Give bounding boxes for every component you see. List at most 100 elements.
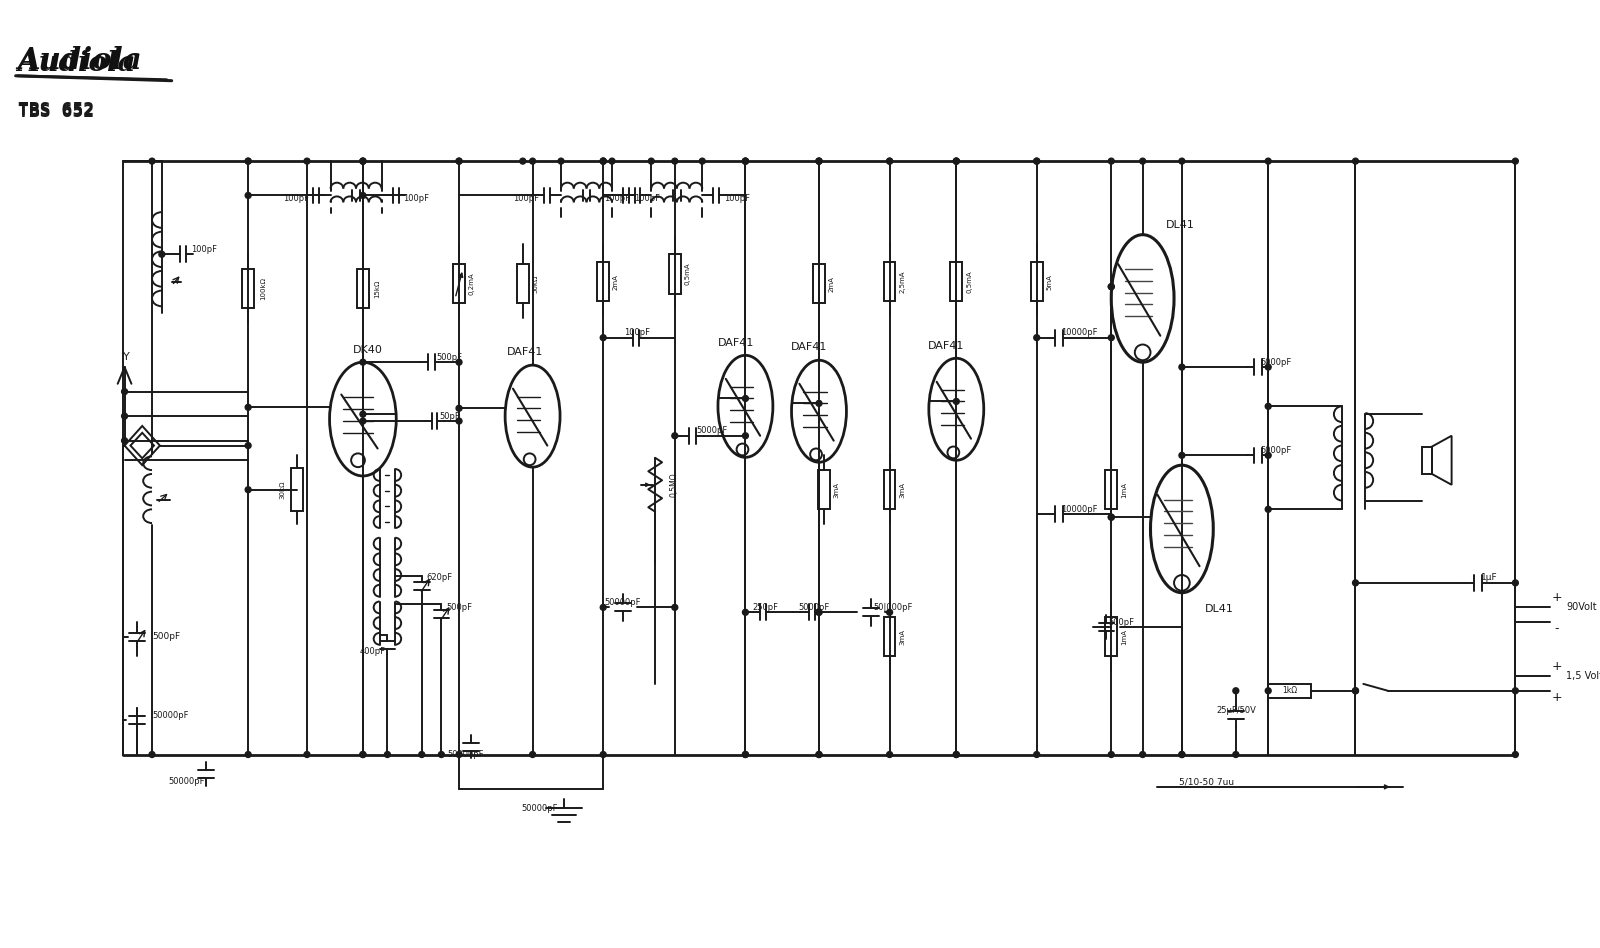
Text: 5mA: 5mA — [1046, 274, 1053, 290]
Circle shape — [1512, 580, 1518, 586]
Text: 100pF: 100pF — [624, 328, 651, 337]
Circle shape — [245, 158, 251, 164]
Text: 0,2mA: 0,2mA — [469, 272, 475, 295]
Text: DL41: DL41 — [1165, 220, 1194, 229]
Text: 10000pF: 10000pF — [1061, 504, 1098, 514]
Text: 250pF: 250pF — [752, 603, 778, 611]
Text: 500pF: 500pF — [1109, 617, 1134, 627]
Text: 5000pF: 5000pF — [696, 427, 728, 435]
Circle shape — [558, 158, 563, 164]
Text: 0,5mA: 0,5mA — [685, 263, 691, 285]
Bar — [883, 263, 896, 301]
Text: +: + — [1552, 660, 1562, 673]
Circle shape — [245, 158, 251, 164]
Circle shape — [954, 158, 960, 164]
Circle shape — [1179, 752, 1186, 757]
Text: 15kΩ: 15kΩ — [374, 280, 381, 298]
Circle shape — [600, 158, 606, 164]
Text: Audiola: Audiola — [18, 49, 136, 77]
Text: 100pF: 100pF — [723, 194, 750, 203]
Text: +: + — [1552, 592, 1562, 604]
Text: 10000pF: 10000pF — [1061, 328, 1098, 337]
Circle shape — [360, 411, 366, 417]
Circle shape — [816, 158, 822, 164]
Text: 100pF: 100pF — [403, 194, 429, 203]
Circle shape — [1179, 364, 1186, 370]
Circle shape — [304, 752, 310, 757]
Circle shape — [1109, 158, 1114, 164]
Text: 100pF: 100pF — [514, 194, 539, 203]
Circle shape — [149, 158, 155, 164]
Text: 3mA: 3mA — [899, 629, 906, 645]
Bar — [517, 264, 528, 303]
Circle shape — [1512, 158, 1518, 164]
Circle shape — [886, 158, 893, 164]
Text: 3mA: 3mA — [834, 482, 840, 498]
Text: -: - — [1554, 623, 1558, 635]
Circle shape — [1109, 283, 1114, 289]
Circle shape — [742, 158, 749, 164]
Circle shape — [360, 158, 366, 164]
Circle shape — [438, 752, 445, 757]
Circle shape — [360, 418, 366, 424]
Circle shape — [600, 158, 606, 164]
Circle shape — [816, 158, 822, 164]
Circle shape — [122, 438, 128, 444]
Circle shape — [1179, 452, 1186, 458]
Circle shape — [742, 752, 749, 757]
Text: 5/10-50 7uu: 5/10-50 7uu — [1179, 777, 1234, 787]
Circle shape — [672, 605, 678, 611]
Text: 5000pF: 5000pF — [1261, 357, 1291, 367]
Text: DL41: DL41 — [1205, 605, 1234, 614]
Circle shape — [1266, 364, 1270, 370]
Text: Y: Y — [123, 353, 130, 362]
Text: DAF41: DAF41 — [717, 337, 754, 348]
Text: 50|000pF: 50|000pF — [874, 603, 912, 611]
Circle shape — [1266, 688, 1270, 694]
Circle shape — [360, 359, 366, 365]
Text: 400pF: 400pF — [360, 647, 386, 656]
Text: 5000pF: 5000pF — [798, 603, 830, 611]
Bar — [950, 263, 962, 301]
Circle shape — [456, 406, 462, 411]
Text: 100pF: 100pF — [283, 194, 309, 203]
Text: 100kΩ: 100kΩ — [259, 277, 266, 301]
Circle shape — [954, 752, 960, 757]
Circle shape — [1352, 688, 1358, 694]
Circle shape — [1139, 752, 1146, 757]
Circle shape — [456, 359, 462, 365]
Circle shape — [816, 610, 822, 615]
Text: TBS 652: TBS 652 — [18, 101, 94, 119]
Text: 2,5mA: 2,5mA — [899, 270, 906, 293]
Circle shape — [1109, 514, 1114, 520]
Bar — [818, 470, 830, 509]
Circle shape — [1512, 752, 1518, 757]
Circle shape — [122, 389, 128, 394]
Circle shape — [1266, 452, 1270, 458]
Circle shape — [149, 752, 155, 757]
Circle shape — [1109, 514, 1114, 520]
Text: 50000pF: 50000pF — [168, 777, 205, 787]
Circle shape — [360, 158, 366, 164]
Bar — [453, 264, 466, 303]
Bar — [357, 269, 368, 308]
Text: 50kΩ: 50kΩ — [533, 275, 539, 293]
Circle shape — [360, 752, 366, 757]
Circle shape — [1512, 688, 1518, 694]
Text: 1kΩ: 1kΩ — [1282, 686, 1298, 695]
Circle shape — [304, 158, 310, 164]
Circle shape — [1034, 752, 1040, 757]
Text: 1mA: 1mA — [1122, 482, 1126, 498]
Text: TBS 652: TBS 652 — [18, 103, 94, 121]
Circle shape — [742, 158, 749, 164]
Circle shape — [1234, 688, 1238, 694]
Text: 90Volt: 90Volt — [1566, 602, 1597, 612]
Bar — [883, 617, 896, 656]
Circle shape — [360, 752, 366, 757]
Circle shape — [816, 610, 822, 615]
Circle shape — [456, 158, 462, 164]
Text: 3mA: 3mA — [899, 482, 906, 498]
Text: 50000pF: 50000pF — [522, 804, 558, 813]
Text: 100pF: 100pF — [192, 245, 218, 254]
Text: DAF41: DAF41 — [928, 340, 965, 351]
